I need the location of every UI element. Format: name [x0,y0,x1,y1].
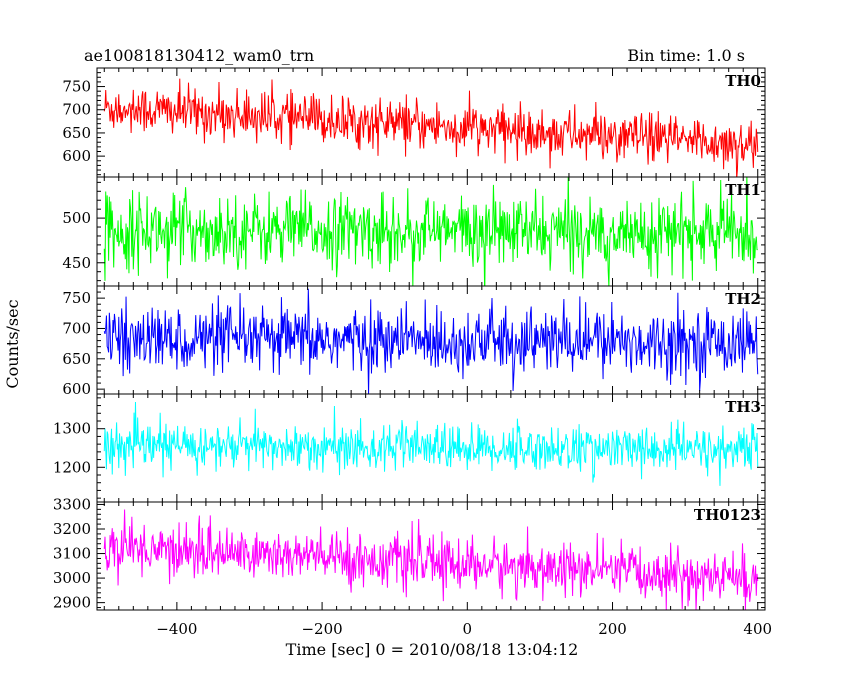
y-tick-label: 700 [62,319,91,337]
y-tick-label: 1300 [53,420,91,438]
x-tick-label: 200 [598,620,627,638]
panel-label-th2: TH2 [725,290,761,308]
panel-label-th0123: TH0123 [694,506,761,524]
bin-time-label: Bin time: 1.0 s [627,46,745,65]
y-tick-label: 650 [62,350,91,368]
y-tick-label: 500 [62,209,91,227]
series-line-th1 [103,177,758,286]
y-tick-label: 2900 [53,594,91,612]
x-tick-label: −200 [301,620,342,638]
y-tick-label: 3100 [53,545,91,563]
series-line-th2 [103,288,759,394]
y-tick-label: 3200 [53,520,91,538]
panel-label-th1: TH1 [725,181,761,199]
series-line-th0123 [103,509,759,610]
y-tick-label: 700 [62,101,91,119]
y-tick-label: 450 [62,254,91,272]
y-tick-label: 750 [62,289,91,307]
panel-frame [96,501,766,611]
x-tick-label: 400 [743,620,772,638]
panel-label-th0: TH0 [725,72,761,90]
y-tick-label: 600 [62,147,91,165]
y-tick-label: 1200 [53,458,91,476]
y-tick-label: 3000 [53,569,91,587]
y-tick-label: 600 [62,380,91,398]
x-tick-label: 0 [463,620,473,638]
x-tick-label: −400 [156,620,197,638]
x-axis-label: Time [sec] 0 = 2010/08/18 13:04:12 [286,640,579,659]
panel-th2: 600 650 700 750 TH2 [62,285,766,398]
series-line-th0 [103,78,759,177]
series-line-th3 [103,401,759,486]
y-axis-label: Counts/sec [3,299,22,388]
plot-title: ae100818130412_wam0_trn [84,46,314,65]
y-tick-label: 750 [62,78,91,96]
panel-th0123: 2900 3000 3100 3200 3300 TH0123 [53,495,766,612]
y-tick-label: 650 [62,124,91,142]
panel-th1: 450 500 TH1 [62,176,766,287]
y-tick-label: 3300 [53,495,91,513]
panel-label-th3: TH3 [725,398,761,416]
panels-group: 600 650 700 750 TH0 450 500 TH1 600 650 700 750 TH2 1… [53,67,772,638]
